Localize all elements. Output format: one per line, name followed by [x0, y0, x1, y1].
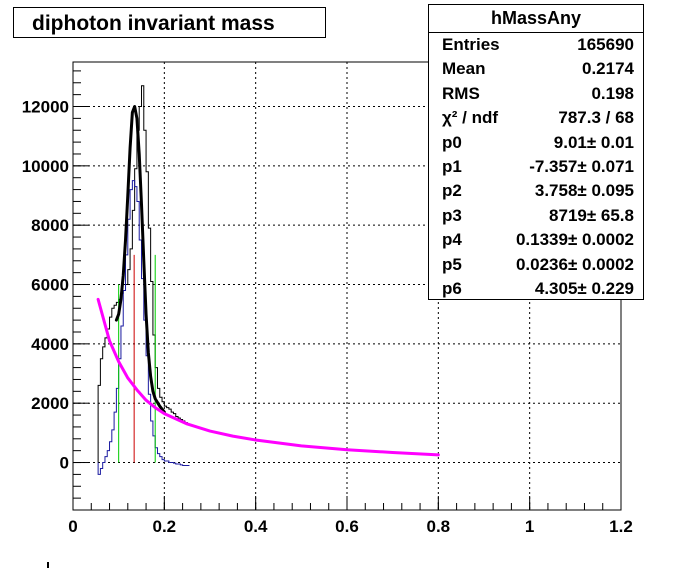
stats-label: p1 — [442, 156, 462, 176]
x-tick-label: 1.2 — [609, 517, 633, 536]
stats-label: p4 — [442, 230, 462, 250]
histogram-residual — [97, 180, 190, 475]
stats-row: Mean 0.2174 — [429, 57, 643, 81]
stats-row: p6 4.305± 0.229 — [429, 277, 643, 301]
chart-title: diphoton invariant mass — [13, 7, 326, 38]
stats-row: p2 3.758± 0.095 — [429, 179, 643, 203]
stats-row: Entries 165690 — [429, 33, 643, 57]
stats-label: p2 — [442, 181, 462, 201]
y-tick-label: 0 — [60, 454, 69, 473]
stats-value: 8719± 65.8 — [549, 205, 634, 225]
stats-row: RMS 0.198 — [429, 82, 643, 106]
histogram-data — [97, 85, 190, 463]
stats-value: 0.2174 — [582, 59, 634, 79]
stats-row: p0 9.01± 0.01 — [429, 131, 643, 155]
stats-title: hMassAny — [429, 5, 643, 33]
stats-label: p0 — [442, 132, 462, 152]
stats-label: RMS — [442, 83, 480, 103]
x-tick-label: 0.4 — [244, 517, 268, 536]
stats-value: 4.305± 0.229 — [534, 278, 634, 298]
stats-label: p6 — [442, 278, 462, 298]
x-tick-label: 0.8 — [427, 517, 451, 536]
stats-row: χ² / ndf 787.3 / 68 — [429, 106, 643, 130]
stats-label: χ² / ndf — [442, 108, 499, 128]
marks — [96, 85, 440, 475]
stats-value: 165690 — [577, 35, 634, 54]
stats-value: 0.198 — [591, 83, 634, 103]
stats-value: -7.357± 0.071 — [529, 156, 634, 176]
y-tick-label: 12000 — [22, 98, 69, 117]
stats-row: p3 8719± 65.8 — [429, 204, 643, 228]
axes: 0 0.2 0.4 0.6 0.8 1 1.2 0 2000 4000 6000 8000 10000 1… — [22, 70, 633, 536]
y-tick-label: 2000 — [31, 394, 69, 413]
stats-row: p1 -7.357± 0.071 — [429, 155, 643, 179]
x-tick-label: 0.6 — [335, 517, 359, 536]
y-tick-label: 10000 — [22, 157, 69, 176]
stats-label: Mean — [442, 59, 486, 79]
curve-background — [96, 297, 440, 457]
stats-value: 787.3 / 68 — [558, 108, 634, 128]
stats-box: hMassAny Entries 165690 Mean 0.2174 RMS 0.198… — [428, 4, 644, 300]
x-tick-label: 0.2 — [153, 517, 177, 536]
stats-value: 0.1339± 0.0002 — [515, 230, 634, 250]
stats-rows: Entries 165690 Mean 0.2174 RMS 0.198 χ² / ndf 7… — [429, 33, 643, 301]
stats-label: p5 — [442, 254, 462, 274]
y-tick-label: 6000 — [31, 276, 69, 295]
stats-value: 9.01± 0.01 — [553, 132, 634, 152]
stats-value: 0.0236± 0.0002 — [515, 254, 634, 274]
stats-row: p5 0.0236± 0.0002 — [429, 253, 643, 277]
x-tick-label: 1 — [525, 517, 534, 536]
stats-label: Entries — [442, 35, 500, 54]
stray-tick-mark — [47, 562, 49, 568]
curve-fit — [114, 105, 166, 414]
stats-value: 3.758± 0.095 — [534, 181, 634, 201]
x-tick-label: 0 — [68, 517, 77, 536]
y-tick-label: 8000 — [31, 216, 69, 235]
stats-label: p3 — [442, 205, 462, 225]
stats-row: p4 0.1339± 0.0002 — [429, 228, 643, 252]
y-tick-label: 4000 — [31, 335, 69, 354]
